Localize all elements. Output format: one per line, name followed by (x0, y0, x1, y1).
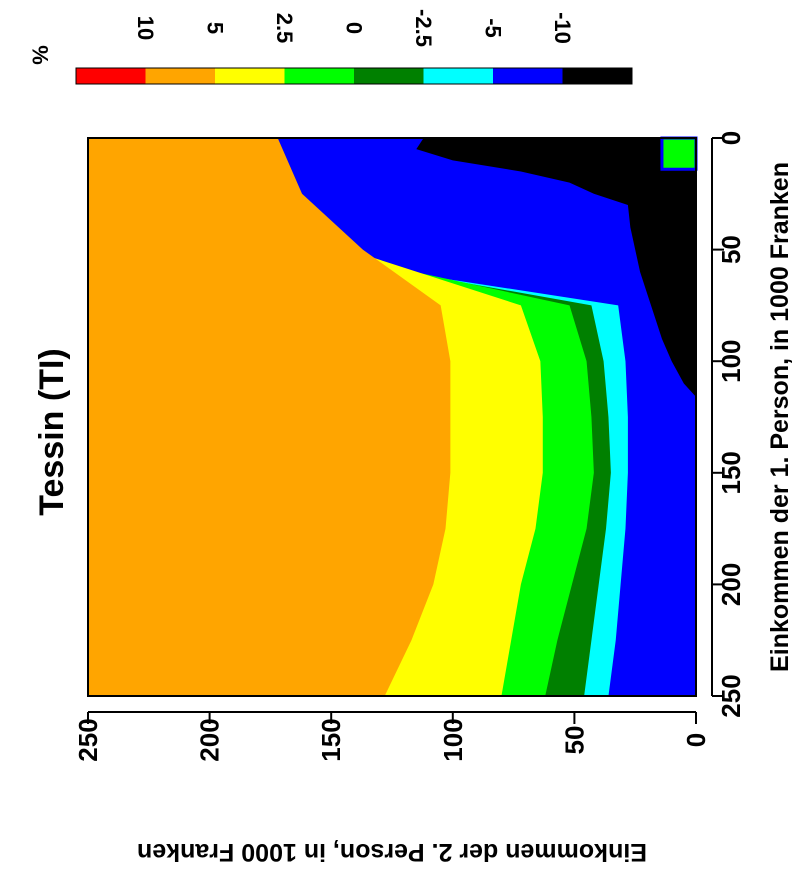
legend-label: -2.5 (411, 9, 436, 47)
y-axis-title: Einkommen der 2. Person, in 1000 Franken (137, 838, 647, 866)
legend-frame (75, 67, 633, 85)
legend-label: 5 (203, 22, 228, 34)
chart-title: Tessin (TI) (33, 348, 71, 516)
legend-label: -5 (481, 18, 506, 38)
x-axis-title: Einkommen der 1. Person, in 1000 Franken (766, 162, 794, 672)
legend-swatch (215, 68, 285, 84)
axes: 0 50 100 150 200 250 0 50 100 150 200 250 (73, 131, 746, 762)
heatmap-plot (87, 136, 698, 697)
y-tick-label: 250 (73, 718, 103, 761)
legend-swatch (76, 68, 146, 84)
legend-swatch (354, 68, 424, 84)
legend-swatch (284, 68, 354, 84)
region-orange (88, 138, 451, 696)
legend-swatch (145, 68, 215, 84)
x-tick-label: 200 (716, 563, 746, 606)
y-tick-label: 200 (195, 718, 225, 761)
x-tick-label: 100 (716, 340, 746, 383)
x-tick-label: 0 (716, 131, 746, 145)
legend-label: 0 (342, 22, 367, 34)
x-tick-label: 50 (716, 235, 746, 264)
y-tick-label: 150 (316, 718, 346, 761)
legend-swatch (493, 68, 563, 84)
y-tick-label: 100 (438, 718, 468, 761)
legend-label: 10 (133, 16, 158, 40)
y-tick-label: 50 (559, 726, 589, 755)
y-tick-label: 0 (681, 733, 711, 747)
legend-label: -10 (550, 12, 575, 44)
legend-unit: % (28, 45, 53, 65)
small-patch (660, 136, 698, 171)
legend-swatch (562, 68, 632, 84)
x-tick-label: 150 (716, 451, 746, 494)
legend-swatch (423, 68, 493, 84)
legend-label: 2.5 (272, 13, 297, 44)
plot-frame (87, 137, 697, 697)
x-tick-label: 250 (716, 674, 746, 717)
region-black (416, 138, 696, 397)
legend: 10 5 2.5 0 -2.5 -5 -10 (75, 9, 633, 85)
